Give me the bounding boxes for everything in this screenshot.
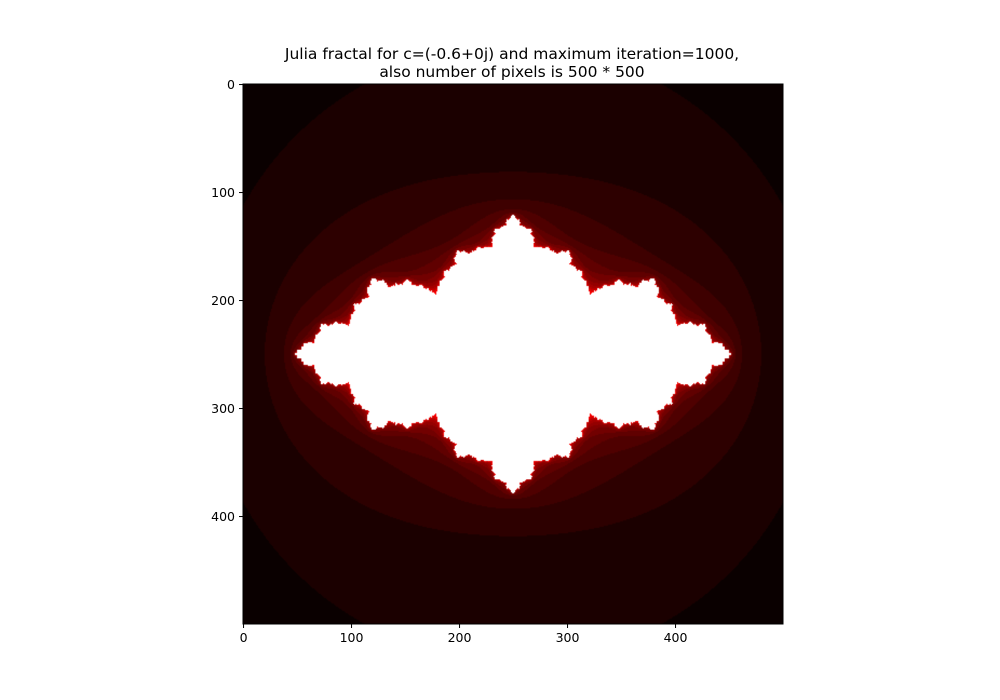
y-tick-label-4: 400	[211, 509, 235, 524]
x-tick-label-2: 200	[448, 630, 472, 645]
chart-title-line-2: also number of pixels is 500 * 500	[379, 63, 644, 81]
x-tick-label-0: 0	[240, 630, 248, 645]
y-tick-label-2: 200	[211, 293, 235, 308]
plot-area	[242, 83, 784, 625]
x-tick-label-1: 100	[340, 630, 364, 645]
y-tick-label-3: 300	[211, 401, 235, 416]
y-tick-label-0: 0	[227, 77, 235, 92]
julia-fractal-image	[243, 84, 783, 624]
axes-frame	[242, 83, 784, 625]
x-tick-label-3: 300	[556, 630, 580, 645]
x-axis: 0 100 200 300 400	[240, 624, 688, 645]
y-axis: 0 100 200 300 400	[211, 77, 243, 524]
chart-title-line-1: Julia fractal for c=(-0.6+0j) and maximu…	[284, 45, 739, 63]
x-tick-label-4: 400	[664, 630, 688, 645]
y-tick-label-1: 100	[211, 185, 235, 200]
